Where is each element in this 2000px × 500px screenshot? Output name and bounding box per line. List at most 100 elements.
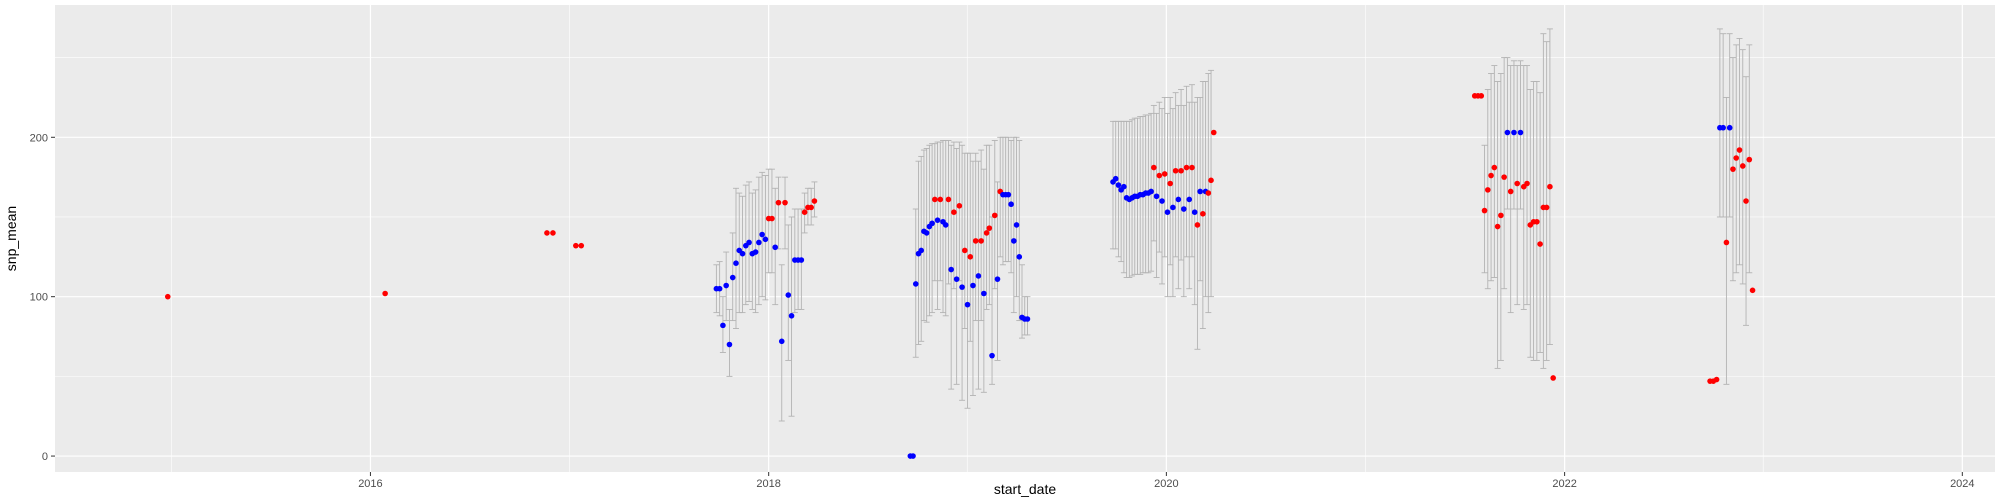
data-point — [1148, 188, 1154, 195]
data-point — [775, 199, 782, 206]
error-bar — [1016, 140, 1023, 322]
data-point — [382, 290, 388, 297]
data-point — [1514, 180, 1521, 187]
data-point — [1504, 129, 1511, 136]
x-tick-label: 2022 — [1552, 478, 1576, 490]
data-point — [1481, 207, 1488, 214]
data-points — [164, 93, 1756, 459]
data-point — [1189, 164, 1195, 171]
data-point — [1170, 204, 1176, 211]
data-point — [1511, 129, 1517, 136]
error-bar — [1543, 41, 1550, 361]
gridlines — [55, 5, 1995, 472]
error-bar — [732, 187, 739, 330]
data-point — [550, 230, 556, 236]
data-point — [164, 293, 171, 300]
data-point — [1488, 172, 1494, 179]
data-point — [991, 212, 998, 219]
data-point — [1208, 177, 1214, 184]
data-point — [1008, 201, 1014, 208]
data-point — [1517, 129, 1524, 136]
data-point — [1543, 204, 1550, 211]
error-bar — [986, 144, 993, 306]
error-bar — [1169, 108, 1176, 298]
x-axis-title: start_date — [994, 481, 1056, 497]
error-bar — [931, 143, 938, 282]
x-tick-label: 2024 — [1950, 478, 1974, 490]
error-bar — [1150, 104, 1157, 242]
data-point — [1191, 209, 1198, 216]
data-point — [1723, 239, 1730, 246]
data-point — [981, 290, 987, 297]
error-bar — [1188, 84, 1195, 258]
data-point — [808, 204, 814, 211]
data-point — [1210, 129, 1217, 136]
data-point — [1726, 124, 1733, 131]
data-point — [720, 322, 726, 329]
data-point — [762, 236, 769, 243]
data-point — [1547, 183, 1553, 190]
data-point — [1498, 212, 1504, 219]
data-point — [716, 285, 723, 292]
data-point — [912, 281, 919, 287]
error-bar — [1024, 296, 1031, 336]
data-point — [798, 257, 805, 263]
data-point — [1739, 163, 1746, 169]
data-point — [1749, 287, 1756, 294]
error-bar — [1491, 65, 1498, 278]
data-point — [1112, 175, 1119, 182]
x-tick-label: 2018 — [756, 478, 780, 490]
error-bar — [1172, 92, 1179, 258]
data-point — [1730, 166, 1736, 172]
error-bar — [920, 149, 927, 322]
data-point — [1159, 198, 1165, 204]
error-bar — [937, 141, 944, 282]
data-point — [934, 217, 941, 223]
data-point — [989, 352, 995, 359]
data-point — [785, 292, 792, 298]
data-point — [918, 247, 925, 254]
data-point — [929, 220, 935, 227]
error-bar — [1005, 136, 1012, 263]
data-point — [772, 244, 779, 251]
data-point — [573, 242, 579, 249]
error-bar — [953, 147, 960, 385]
error-bar — [967, 152, 974, 342]
data-point — [1161, 171, 1168, 177]
data-point — [733, 260, 739, 267]
data-point — [967, 254, 974, 260]
error-bar — [926, 144, 933, 317]
data-point — [1164, 209, 1171, 216]
data-point — [1181, 206, 1187, 212]
y-tick-label: 200 — [30, 132, 48, 144]
data-point — [778, 338, 785, 345]
data-point — [578, 242, 585, 249]
y-axis-title: snp_mean — [3, 206, 19, 271]
data-point — [975, 273, 982, 279]
data-point — [1186, 196, 1193, 203]
error-bar — [978, 149, 985, 322]
data-point — [1178, 167, 1184, 174]
data-point — [910, 453, 916, 459]
data-point — [1524, 180, 1530, 187]
x-tick-label: 2020 — [1154, 478, 1178, 490]
data-point — [801, 209, 808, 216]
data-point — [1537, 241, 1543, 247]
data-point — [1713, 376, 1720, 383]
data-point — [1172, 167, 1179, 174]
x-tick-label: 2016 — [358, 478, 382, 490]
data-point — [1194, 222, 1201, 228]
data-point — [746, 239, 752, 246]
data-point — [1197, 188, 1203, 195]
data-point — [1720, 124, 1726, 131]
data-point — [983, 230, 990, 236]
data-point — [962, 247, 968, 254]
data-point — [1200, 210, 1206, 217]
data-point — [945, 196, 952, 203]
error-bar — [1208, 69, 1215, 298]
data-point — [948, 266, 954, 273]
data-point — [1121, 183, 1127, 190]
error-bar — [1178, 89, 1185, 261]
data-point — [726, 341, 733, 348]
